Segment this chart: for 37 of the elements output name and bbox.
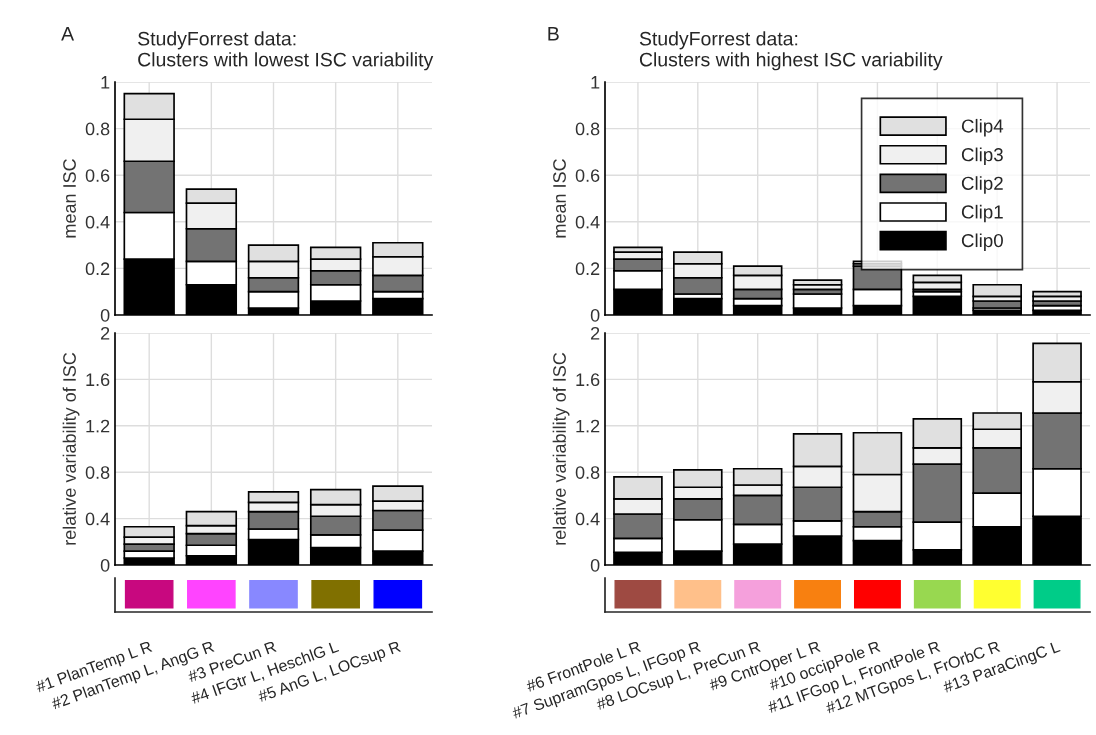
y-tick-label: 0.4 (575, 215, 600, 229)
y-tick-label: 2 (101, 326, 110, 340)
y-tick-label: 0.8 (85, 122, 110, 136)
legend-label: Clip1 (961, 204, 1003, 223)
y-tick-label: 0.2 (85, 262, 110, 276)
y-axis-title: mean ISC (63, 159, 76, 238)
y-tick-label: 0.8 (85, 466, 110, 479)
y-tick-label: 0 (590, 558, 600, 572)
y-tick-label: 1.6 (576, 373, 600, 387)
y-tick-label: 1.2 (86, 419, 110, 433)
text: B (548, 27, 559, 41)
text: A (61, 27, 75, 41)
chart-title: StudyForrest data: Clusters with lowest ISC variability (138, 31, 434, 71)
y-tick-label: 0.4 (85, 512, 110, 526)
y-tick-label: 2 (591, 326, 600, 340)
y-axis-title: relative variability of ISC (552, 352, 570, 545)
y-tick-label: 0.8 (575, 122, 600, 136)
legend-label: Clip3 (961, 147, 1003, 166)
chart-title: StudyForrest data: Clusters with highest ISC variability (639, 31, 943, 71)
legend-label: Clip2 (961, 176, 1003, 194)
y-tick-label: 0 (100, 308, 110, 322)
y-tick-label: 0 (590, 308, 600, 322)
legend-label: Clip4 (961, 118, 1004, 137)
legend-label: Clip0 (961, 233, 1003, 251)
y-tick-label: 0.8 (575, 466, 600, 479)
y-tick-label: 0.4 (575, 512, 600, 526)
y-tick-label: 0.4 (85, 215, 110, 229)
y-tick-label: 0.2 (575, 262, 600, 276)
y-tick-label: 0.6 (85, 169, 110, 182)
y-tick-label: 0.6 (575, 169, 600, 182)
y-tick-label: 0 (100, 558, 110, 572)
y-tick-label: 1 (101, 76, 110, 89)
y-tick-label: 1.6 (86, 373, 110, 387)
y-tick-label: 1.2 (576, 419, 600, 433)
y-tick-label: 1 (591, 76, 600, 89)
y-axis-title: mean ISC (553, 159, 566, 238)
y-axis-title: relative variability of ISC (62, 352, 80, 545)
